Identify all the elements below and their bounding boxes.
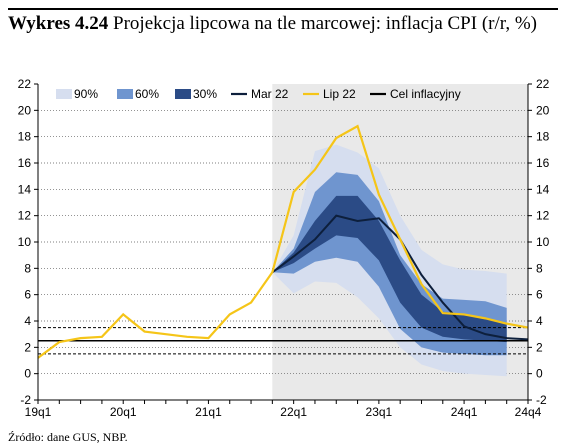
y-tick-label-left: 14 [18, 182, 32, 196]
y-tick-label-right: 6 [536, 288, 543, 302]
y-tick-label-right: 20 [536, 103, 550, 117]
y-tick-label-right: 12 [536, 209, 550, 223]
footnote: Źródło: dane GUS, NBP. [8, 430, 128, 444]
chart-title: Wykres 4.24 Projekcja lipcowa na tle mar… [8, 13, 558, 35]
chart-title-text: Projekcja lipcowa na tle marcowej: infla… [113, 13, 537, 34]
x-tick-label: 19q1 [25, 405, 52, 419]
legend-label: 30% [193, 87, 217, 101]
legend-swatch [56, 89, 72, 99]
legend-label: 60% [135, 87, 159, 101]
y-tick-label-left: 18 [18, 130, 32, 144]
y-tick-label-right: 2 [536, 340, 543, 354]
legend-label: Lip 22 [323, 87, 356, 101]
y-tick-label-left: 22 [18, 77, 32, 91]
x-tick-label: 20q1 [110, 405, 137, 419]
y-tick-label-left: 2 [24, 340, 31, 354]
legend-swatch [117, 89, 133, 99]
legend-swatch [175, 89, 191, 99]
chart-number: Wykres 4.24 [8, 13, 109, 34]
legend-label: Mar 22 [251, 87, 289, 101]
x-tick-label: 24q1 [451, 405, 478, 419]
y-tick-label-left: -2 [20, 393, 31, 407]
y-tick-label-right: 22 [536, 77, 550, 91]
y-tick-label-left: 16 [18, 156, 32, 170]
y-tick-label-left: 20 [18, 103, 32, 117]
y-tick-label-left: 0 [24, 367, 31, 381]
legend-label: Cel inflacyjny [390, 87, 461, 101]
y-tick-label-left: 8 [24, 261, 31, 275]
y-tick-label-left: 6 [24, 288, 31, 302]
title-rule [8, 8, 558, 10]
y-tick-label-right: 18 [536, 130, 550, 144]
band-30 [272, 195, 507, 343]
history-line [37, 271, 274, 359]
y-tick-label-right: 8 [536, 261, 543, 275]
x-tick-label: 22q1 [280, 405, 307, 419]
y-tick-label-left: 12 [18, 209, 32, 223]
y-tick-label-right: -2 [536, 393, 547, 407]
x-tick-label: 24q4 [515, 405, 542, 419]
legend-label: 90% [74, 87, 98, 101]
y-tick-label-left: 4 [24, 314, 31, 328]
y-tick-label-left: 10 [18, 235, 32, 249]
y-tick-label-right: 14 [536, 182, 550, 196]
y-tick-label-right: 10 [536, 235, 550, 249]
series-lip22-line [271, 124, 529, 329]
y-tick-label-right: 16 [536, 156, 550, 170]
y-tick-label-right: 0 [536, 367, 543, 381]
y-tick-label-right: 4 [536, 314, 543, 328]
x-tick-label: 23q1 [366, 405, 393, 419]
x-tick-label: 21q1 [195, 405, 222, 419]
